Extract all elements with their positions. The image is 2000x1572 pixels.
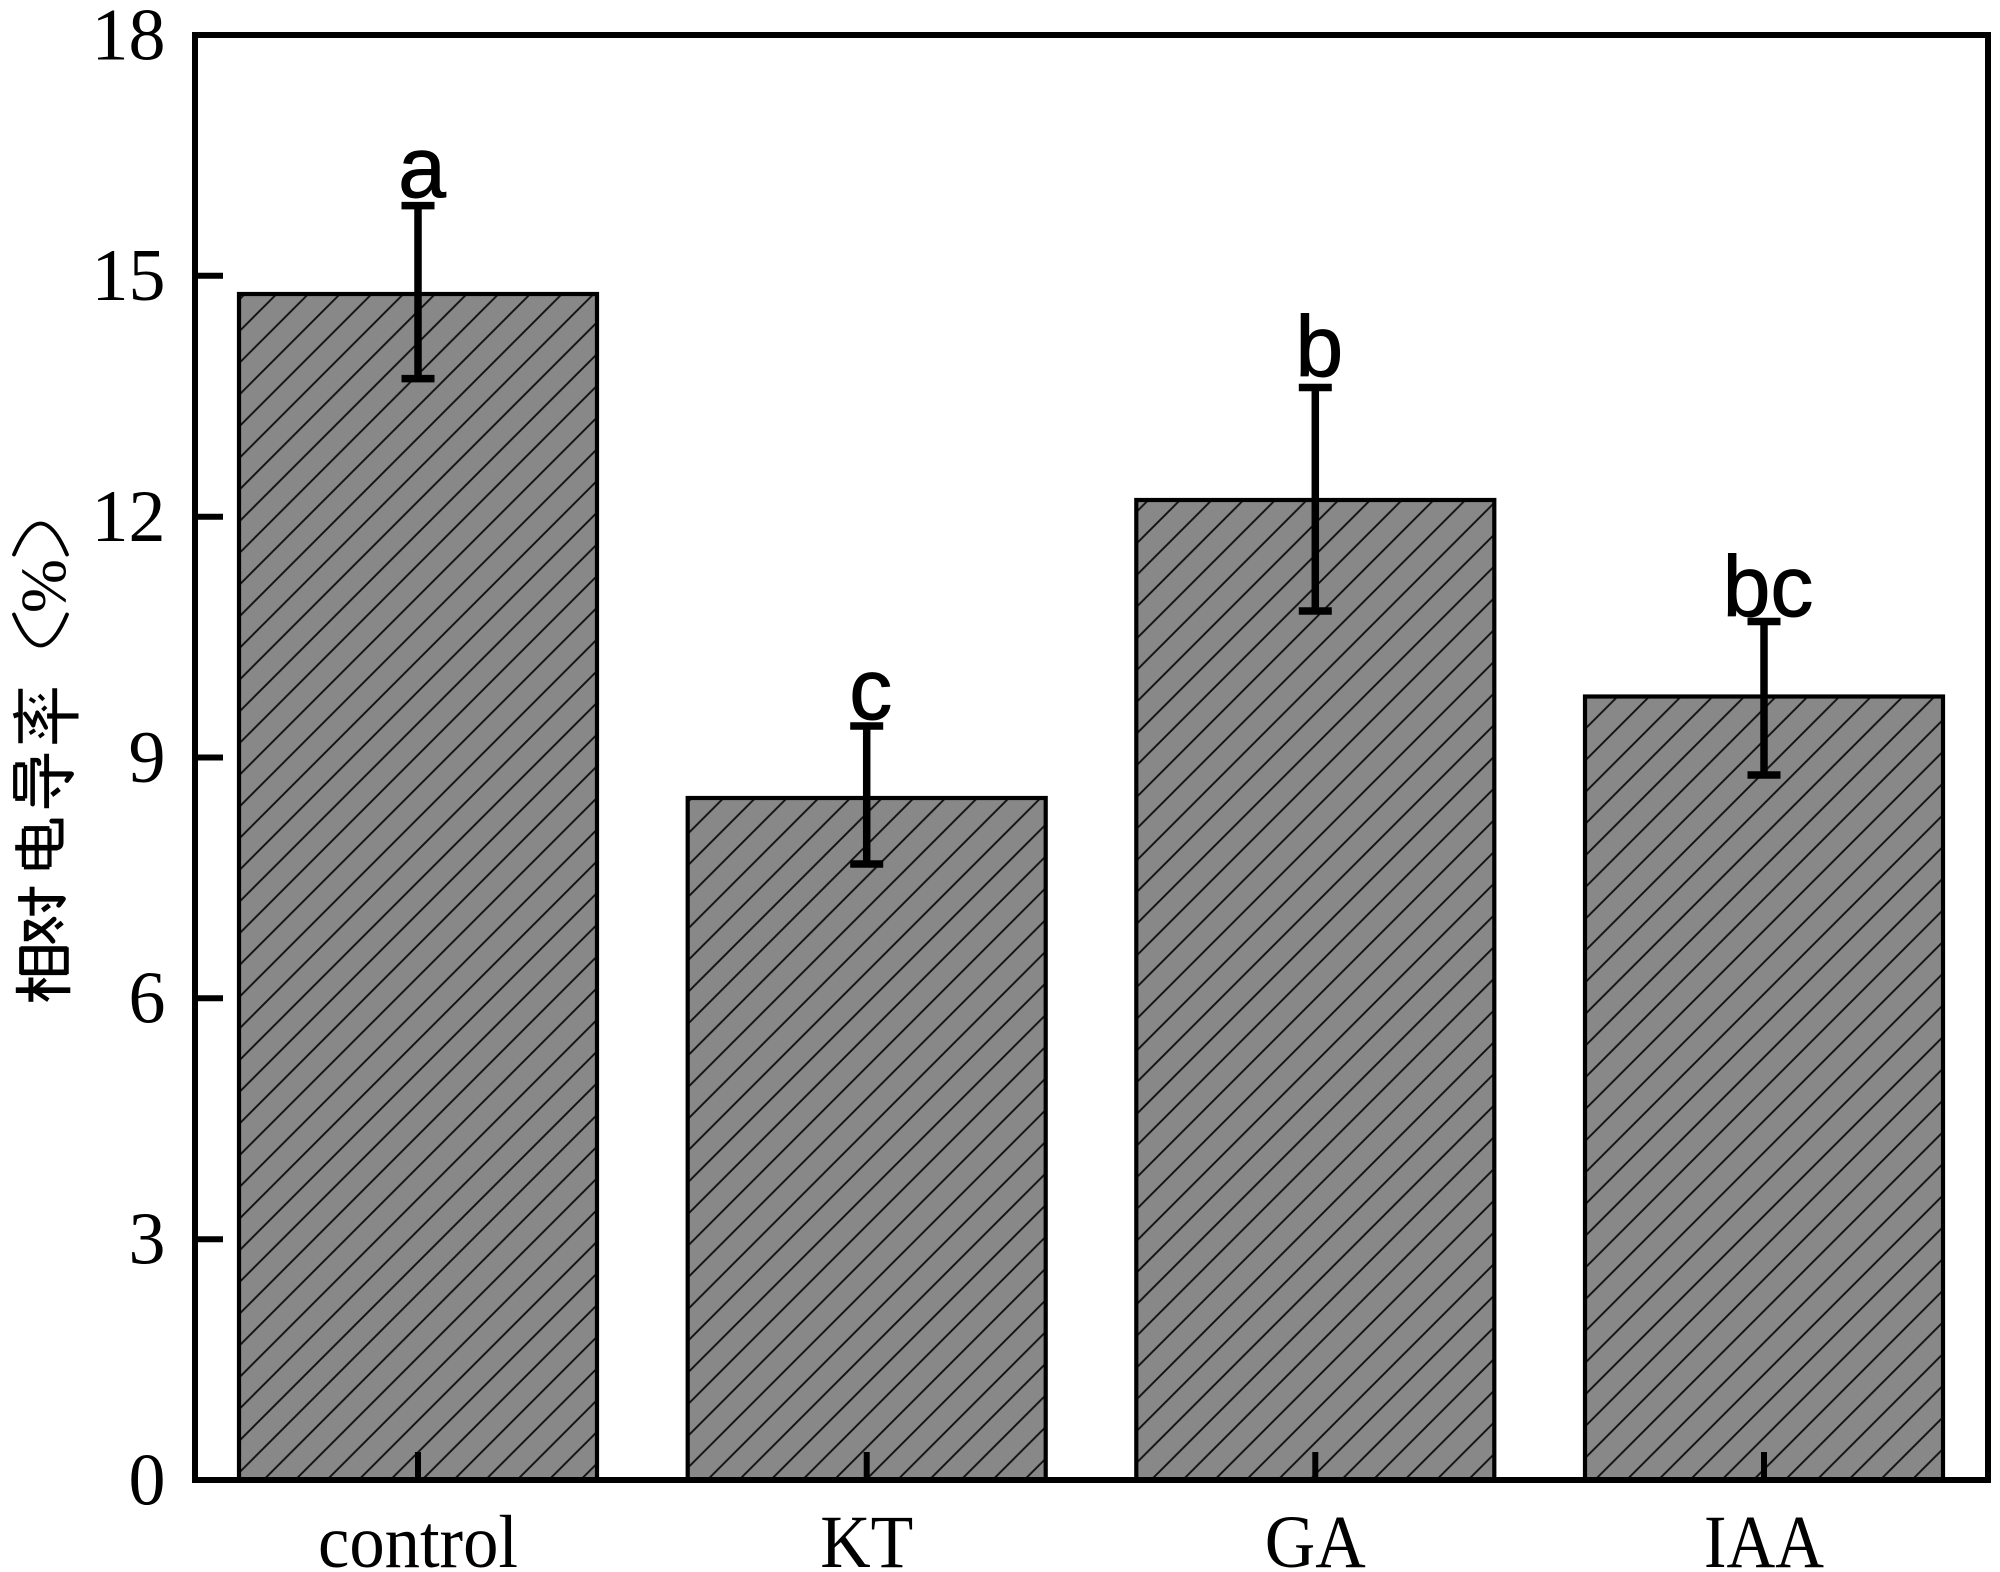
svg-text:18: 18 xyxy=(92,0,166,76)
svg-text:bc: bc xyxy=(1723,539,1814,635)
svg-text:0: 0 xyxy=(129,1439,166,1521)
svg-text:b: b xyxy=(1295,299,1343,395)
svg-text:12: 12 xyxy=(92,476,166,558)
svg-text:15: 15 xyxy=(92,235,166,317)
svg-text:GA: GA xyxy=(1265,1501,1366,1572)
svg-text:IAA: IAA xyxy=(1704,1501,1824,1572)
svg-text:3: 3 xyxy=(129,1199,166,1281)
svg-text:control: control xyxy=(318,1501,518,1572)
svg-text:9: 9 xyxy=(129,717,166,799)
svg-text:6: 6 xyxy=(129,958,166,1040)
svg-text:a: a xyxy=(398,120,446,216)
svg-text:c: c xyxy=(849,642,892,738)
svg-text:KT: KT xyxy=(820,1501,913,1572)
svg-text:%: % xyxy=(8,559,80,613)
